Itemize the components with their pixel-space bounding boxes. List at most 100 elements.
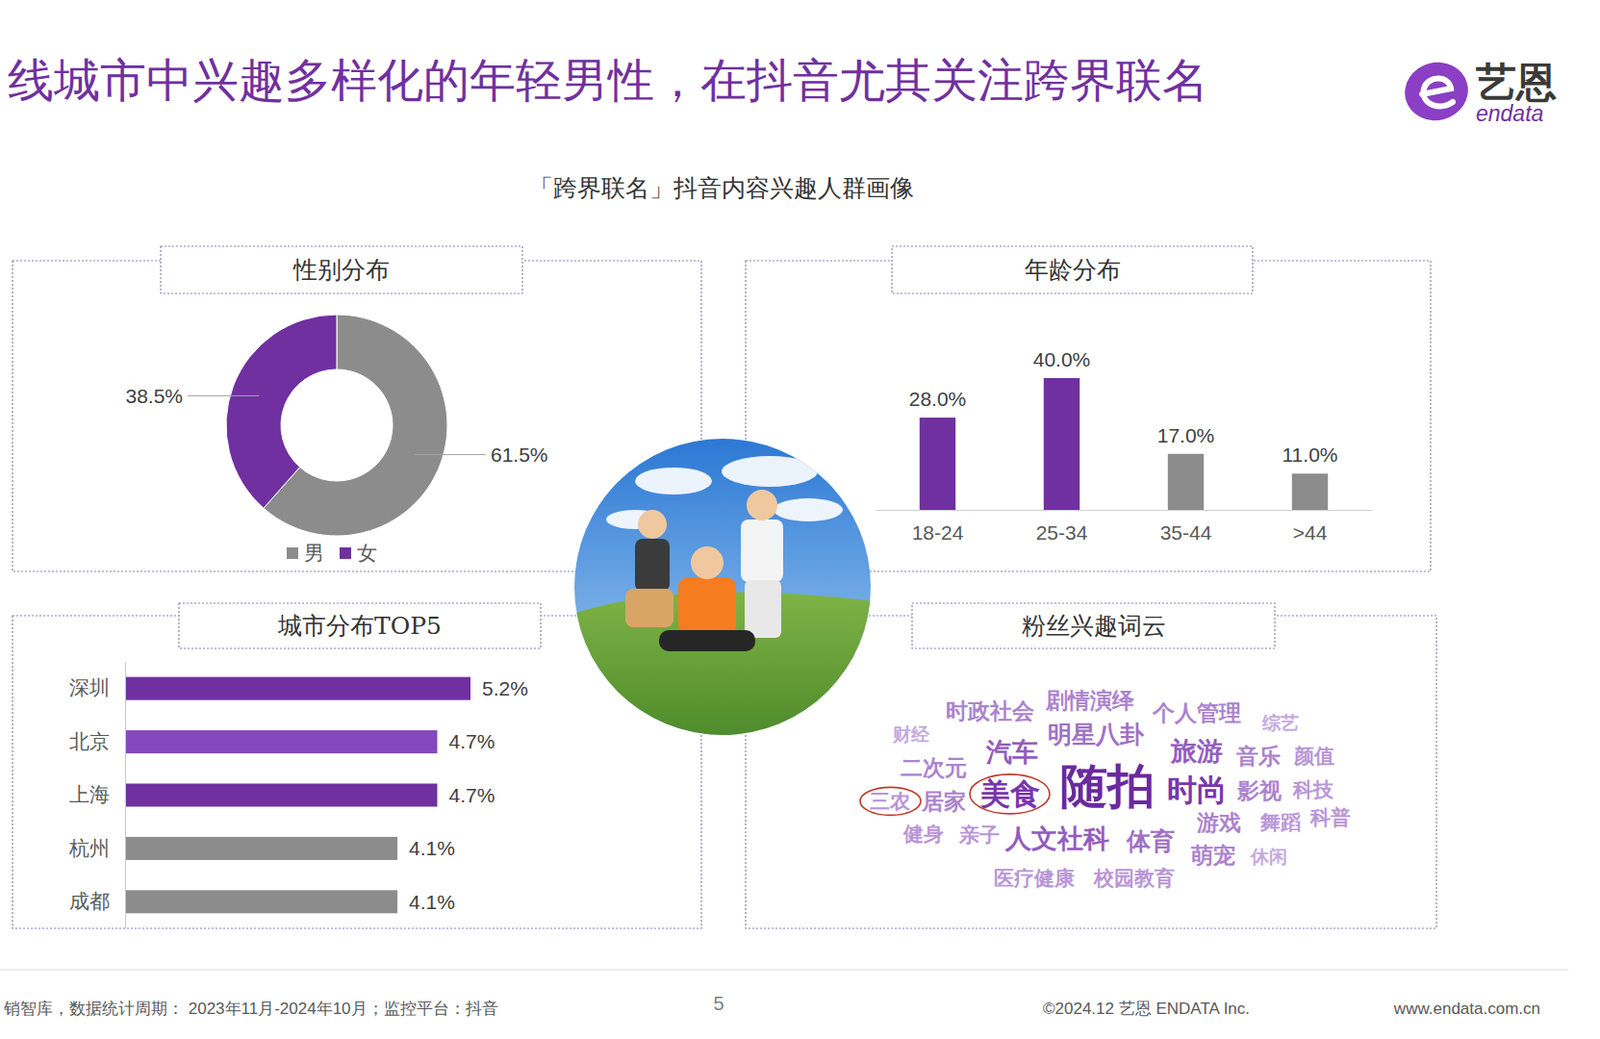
legend-swatch [286, 547, 299, 559]
canvas: 线城市中兴趣多样化的年轻男性，在抖音尤其关注跨界联名艺恩endata「跨界联名」… [0, 0, 1600, 1039]
bar [1292, 473, 1328, 510]
word: 医疗健康 [993, 866, 1076, 889]
tick: 杭州 [68, 837, 126, 861]
data-label: 4.1% [408, 890, 456, 914]
photo-person [678, 577, 737, 635]
tick-label: 35-44 [1160, 521, 1213, 544]
word: 综艺 [1261, 712, 1299, 734]
page-number: 5 [712, 992, 724, 1015]
data-label: 38.5% [125, 384, 183, 407]
tick-label: 成都 [69, 889, 110, 914]
tick-label: >44 [1293, 521, 1328, 544]
page-title: 线城市中兴趣多样化的年轻男性，在抖音尤其关注跨界联名 [7, 52, 1209, 107]
footer-website: www.endata.com.cn [1393, 999, 1541, 1018]
donut-chart: 61.5% 38.5% [125, 314, 548, 536]
tick: 北京 [69, 730, 126, 754]
tick: 35-44 [1160, 509, 1213, 544]
tick: >44 [1293, 509, 1328, 544]
data-label: 61.5% [490, 443, 549, 466]
tick-label: 北京 [69, 730, 110, 754]
footer-source: 销智库，数据统计周期： 2023年11月-2024年10月；监控平台：抖音 [2, 999, 499, 1018]
leader-line [187, 395, 259, 397]
leader-line [414, 454, 486, 456]
word: 二次元 [900, 755, 967, 781]
word: 体育 [1125, 827, 1175, 855]
word: 美食 [979, 777, 1041, 812]
word: 旅游 [1169, 736, 1223, 766]
word: 休闲 [1249, 846, 1288, 867]
data-label: 11.0% [1282, 443, 1339, 466]
photo-person [634, 538, 670, 592]
bar [125, 837, 398, 861]
data-label: 4.7% [448, 730, 495, 753]
word: 汽车 [985, 737, 1039, 767]
logo-subtext: endata [1475, 101, 1544, 127]
panel-title-box [912, 603, 1275, 649]
data-label: 5.2% [482, 677, 529, 700]
data-label: 4.1% [408, 837, 456, 860]
photo-person [659, 630, 756, 652]
word: 亲子 [958, 823, 1000, 846]
panel-title: 性别分布 [292, 255, 390, 284]
axis-line [125, 662, 127, 930]
word: 舞蹈 [1259, 811, 1301, 834]
word: 科普 [1309, 806, 1351, 829]
data-label: 17.0% [1157, 424, 1216, 447]
tick-label: 上海 [69, 783, 110, 807]
tick: 深圳 [69, 676, 126, 700]
legend-swatch [339, 547, 352, 559]
word: 时政社会 [945, 698, 1035, 724]
word: 萌宠 [1190, 842, 1236, 868]
word: 个人管理 [1151, 700, 1242, 726]
tick: 成都 [69, 889, 126, 914]
word: 游戏 [1195, 810, 1242, 836]
word: 科技 [1292, 778, 1335, 801]
axis-line [876, 509, 1373, 511]
word: 剧情演绎 [1044, 687, 1135, 713]
data-label: 28.0% [909, 387, 967, 410]
bar [125, 677, 471, 701]
photo-person [690, 546, 724, 580]
photo-person [740, 519, 784, 583]
photo-cloud [721, 456, 818, 487]
panel-title-box [160, 246, 523, 294]
bar [125, 889, 398, 914]
photo-cloud [634, 467, 712, 495]
legend: 男女 [286, 541, 378, 565]
word: 颜值 [1293, 744, 1335, 767]
donut-slice [226, 314, 337, 508]
word: 财经 [891, 724, 931, 745]
word: 音乐 [1235, 743, 1281, 769]
bars [125, 677, 471, 915]
word: 人文社科 [1004, 824, 1110, 854]
panel-title: 城市分布TOP5 [277, 611, 442, 640]
footer-rule [0, 969, 1569, 971]
panel-title-box [891, 246, 1253, 294]
word: 居家 [920, 788, 966, 814]
photo-cloud [773, 498, 843, 522]
photo-person [746, 489, 778, 521]
data-label: 4.7% [448, 784, 495, 807]
bar [1043, 378, 1080, 510]
panel-title: 粉丝兴趣词云 [1021, 611, 1167, 640]
word: 随拍 [1060, 760, 1155, 813]
legend-label: 女 [356, 541, 378, 565]
legend-label: 男 [304, 541, 325, 565]
logo-icon [1397, 54, 1474, 127]
city-chart: 深圳北京上海杭州成都 5.2% 4.7% 4.7% 4.1% 4.1% [68, 662, 529, 930]
tick: 上海 [69, 783, 126, 807]
highlight-circle [969, 774, 1050, 814]
panel-title-box [178, 603, 541, 649]
highlight-circle [860, 787, 921, 815]
photo [567, 438, 876, 741]
tick: 25-34 [1036, 509, 1089, 544]
age-chart: 18-2425-3435-44>4428.0%40.0%17.0%11.0% [876, 348, 1373, 544]
logo [1397, 54, 1474, 127]
subtitle: 「跨界联名」抖音内容兴趣人群画像 [529, 174, 915, 203]
tick-label: 杭州 [68, 837, 110, 861]
y-axis: 深圳北京上海杭州成都 [68, 662, 127, 930]
photo-person [744, 580, 782, 638]
bar [125, 730, 437, 754]
footer-copyright: ©2024.12 艺恩 ENDATA Inc. [1042, 999, 1250, 1018]
tick: 18-24 [912, 509, 965, 544]
